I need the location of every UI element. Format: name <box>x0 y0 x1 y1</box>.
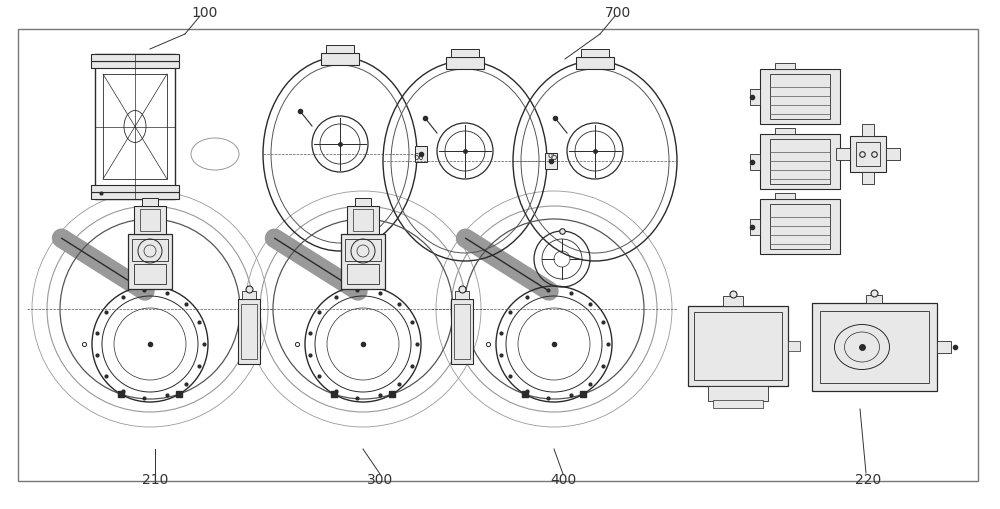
Bar <box>856 143 880 166</box>
Bar <box>455 292 469 299</box>
Bar <box>760 135 840 190</box>
Bar <box>760 70 840 125</box>
Bar <box>937 342 951 353</box>
Bar <box>451 50 479 58</box>
Bar <box>750 219 760 236</box>
Bar <box>688 306 788 386</box>
Bar <box>91 192 179 200</box>
Bar <box>91 186 179 192</box>
Bar <box>134 265 166 285</box>
Bar <box>353 210 373 232</box>
Bar <box>866 295 882 303</box>
Bar <box>862 125 874 137</box>
Bar <box>454 304 470 359</box>
Bar <box>345 240 381 262</box>
Bar <box>886 149 900 161</box>
Bar <box>836 149 850 161</box>
Bar <box>775 129 795 135</box>
Bar <box>132 240 168 262</box>
Bar <box>415 147 427 163</box>
Bar <box>142 199 158 207</box>
Bar <box>581 50 609 58</box>
Bar <box>140 210 160 232</box>
Bar <box>694 313 782 380</box>
Bar <box>451 299 473 364</box>
Text: 220: 220 <box>855 472 881 486</box>
Bar <box>341 235 385 290</box>
Bar <box>91 62 179 69</box>
Bar <box>128 235 172 290</box>
Bar <box>850 137 886 173</box>
Bar <box>820 312 929 383</box>
Bar <box>788 342 800 351</box>
Bar <box>347 207 379 235</box>
Text: 95: 95 <box>547 153 558 162</box>
Bar <box>760 200 840 254</box>
Bar <box>770 205 830 249</box>
Text: 300: 300 <box>367 472 393 486</box>
Bar <box>18 30 978 481</box>
Bar <box>91 55 179 62</box>
Text: 60: 60 <box>413 153 424 162</box>
Bar <box>95 55 175 200</box>
Bar <box>242 292 256 299</box>
Text: 210: 210 <box>142 472 168 486</box>
Bar <box>750 155 760 171</box>
Text: 100: 100 <box>192 6 218 20</box>
Text: 700: 700 <box>605 6 631 20</box>
Bar <box>770 75 830 120</box>
Bar <box>134 207 166 235</box>
Bar <box>103 75 167 180</box>
Bar <box>238 299 260 364</box>
Bar <box>770 140 830 185</box>
Bar <box>775 193 795 200</box>
Bar <box>241 304 257 359</box>
Ellipse shape <box>834 325 890 370</box>
Bar <box>708 386 768 401</box>
Bar <box>723 296 743 306</box>
Bar <box>545 154 557 169</box>
Bar <box>750 90 760 106</box>
Bar <box>812 303 937 391</box>
Text: 400: 400 <box>550 472 576 486</box>
Bar <box>446 58 484 70</box>
Bar <box>347 265 379 285</box>
Bar <box>862 173 874 185</box>
Bar <box>775 64 795 70</box>
Bar <box>576 58 614 70</box>
Bar <box>713 400 763 408</box>
Bar <box>355 199 371 207</box>
Bar <box>321 54 359 66</box>
Bar <box>326 46 354 54</box>
